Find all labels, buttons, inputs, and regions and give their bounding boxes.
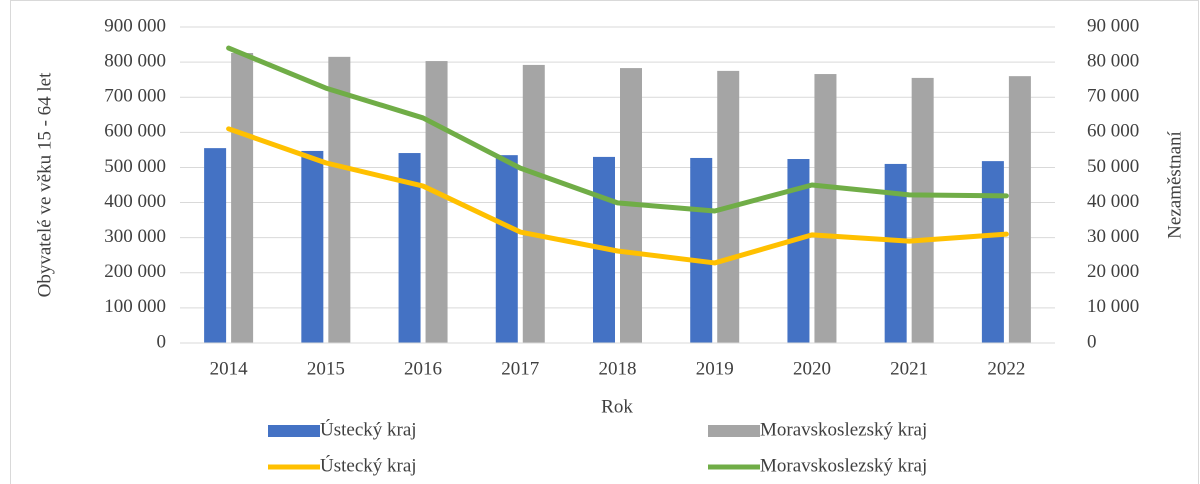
- bar: [884, 163, 907, 343]
- bar: [814, 74, 837, 343]
- x-tick-label: 2021: [890, 358, 928, 379]
- y2-tick-label: 90 000: [1087, 15, 1139, 36]
- y-tick-label: 400 000: [104, 191, 166, 212]
- y-tick-label: 800 000: [104, 50, 166, 71]
- y2-tick-label: 20 000: [1087, 261, 1139, 282]
- bar: [981, 161, 1004, 343]
- y2-tick-label: 80 000: [1087, 50, 1139, 71]
- y2-tick-label: 30 000: [1087, 226, 1139, 247]
- bar: [911, 77, 934, 344]
- y-tick-label: 200 000: [104, 261, 166, 282]
- chart-border: [10, 0, 1199, 484]
- x-tick-label: 2014: [210, 358, 249, 379]
- y-tick-label: 900 000: [104, 15, 166, 36]
- legend-swatch: [708, 425, 760, 437]
- y2-tick-label: 0: [1087, 331, 1097, 352]
- y2-tick-label: 70 000: [1087, 86, 1139, 107]
- y-tick-label: 0: [157, 331, 167, 352]
- bar: [204, 148, 227, 343]
- legend-label: Ústecký kraj: [320, 418, 417, 440]
- bar: [1008, 76, 1031, 344]
- legend-label: Ústecký kraj: [320, 454, 417, 476]
- bar: [328, 56, 351, 343]
- y2-tick-label: 40 000: [1087, 191, 1139, 212]
- y2-tick-label: 50 000: [1087, 156, 1139, 177]
- bar: [690, 157, 713, 343]
- x-tick-label: 2018: [599, 358, 637, 379]
- y-tick-label: 700 000: [104, 86, 166, 107]
- bar: [398, 153, 421, 343]
- y-axis-title: Obyvatelé ve věku 15 - 64 let: [34, 72, 55, 297]
- y-tick-label: 100 000: [104, 296, 166, 317]
- x-tick-label: 2020: [793, 358, 831, 379]
- bar: [231, 52, 254, 343]
- x-tick-label: 2022: [987, 358, 1025, 379]
- y2-tick-label: 10 000: [1087, 296, 1139, 317]
- bar: [495, 155, 518, 343]
- y2-axis-title: Nezaměstnaní: [1164, 130, 1185, 238]
- bar: [425, 61, 448, 344]
- legend-label: Moravskoslezský kraj: [760, 455, 927, 476]
- y-tick-label: 300 000: [104, 226, 166, 247]
- bar: [787, 159, 810, 343]
- line-series: [226, 45, 1009, 214]
- x-tick-label: 2015: [307, 358, 345, 379]
- bar: [301, 150, 324, 343]
- legend-swatch: [268, 425, 320, 437]
- legend-label: Moravskoslezský kraj: [760, 419, 927, 440]
- line-series: [226, 126, 1009, 266]
- x-tick-label: 2017: [501, 358, 539, 379]
- y-tick-label: 600 000: [104, 121, 166, 142]
- x-tick-label: 2016: [404, 358, 442, 379]
- x-axis-title: Rok: [601, 396, 633, 417]
- bar: [522, 64, 545, 344]
- y2-tick-label: 60 000: [1087, 121, 1139, 142]
- x-tick-label: 2019: [696, 358, 734, 379]
- y-tick-label: 500 000: [104, 156, 166, 177]
